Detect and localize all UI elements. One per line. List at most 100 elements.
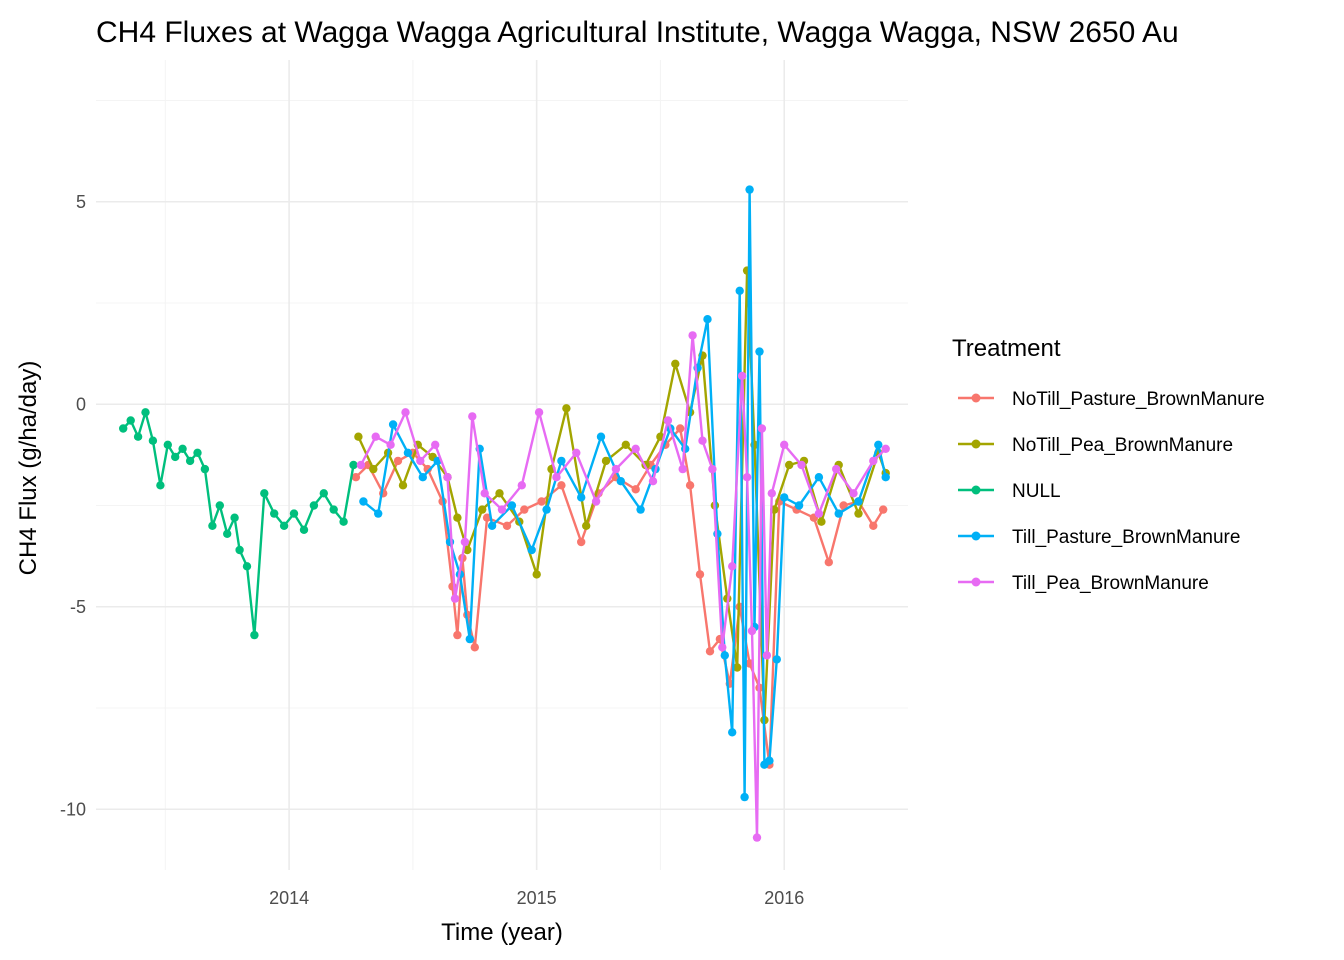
data-point	[319, 489, 328, 498]
data-point	[450, 594, 460, 603]
data-point	[465, 634, 474, 644]
data-point	[403, 448, 413, 457]
data-point	[393, 456, 403, 466]
data-point	[431, 440, 440, 449]
data-point	[527, 545, 536, 555]
data-point	[480, 489, 489, 498]
data-point	[215, 501, 224, 510]
legend-item: NoTill_Pea_BrownManure	[958, 435, 1233, 456]
data-point	[133, 432, 143, 441]
legend: Treatment NoTill_Pasture_BrownManureNoTi…	[952, 335, 1265, 594]
data-point	[695, 570, 705, 579]
data-point	[636, 505, 645, 514]
data-point	[616, 477, 625, 486]
data-point	[329, 505, 338, 514]
data-point	[453, 630, 462, 640]
data-point	[742, 473, 752, 482]
data-point	[542, 505, 551, 514]
y-tick-label: -5	[70, 597, 86, 617]
data-point	[648, 477, 658, 486]
data-point	[507, 501, 517, 510]
data-point	[663, 416, 673, 425]
legend-label: Till_Pea_BrownManure	[1012, 573, 1209, 594]
data-point	[794, 501, 804, 510]
data-point	[299, 525, 309, 534]
data-point	[874, 440, 883, 449]
data-point	[839, 501, 848, 510]
series-line	[122, 411, 355, 637]
data-point	[824, 558, 833, 567]
data-point	[631, 444, 640, 453]
data-point	[757, 424, 767, 433]
series-line	[359, 334, 887, 839]
data-point	[737, 371, 747, 381]
legend-title: Treatment	[952, 335, 1061, 362]
data-point	[832, 464, 841, 474]
data-point	[468, 412, 477, 421]
data-point	[250, 630, 259, 640]
data-point	[752, 833, 762, 842]
data-point	[676, 424, 685, 433]
data-point	[520, 505, 529, 514]
data-point	[688, 331, 697, 340]
data-point	[398, 481, 408, 490]
data-point	[767, 489, 776, 498]
data-point	[453, 513, 462, 522]
data-point	[720, 651, 729, 660]
data-point	[698, 436, 707, 445]
data-point	[401, 408, 410, 417]
legend-label: Till_Pasture_BrownManure	[1012, 527, 1240, 548]
x-axis-ticks: 2014 2015 2016	[269, 888, 804, 908]
data-point	[349, 460, 358, 470]
data-point	[119, 424, 128, 433]
data-point	[755, 347, 764, 356]
data-point	[470, 643, 479, 652]
data-point	[339, 517, 348, 526]
legend-item: NULL	[958, 481, 1061, 502]
data-point	[577, 493, 586, 502]
data-point	[557, 456, 566, 466]
data-point	[200, 464, 210, 474]
data-point	[780, 493, 789, 502]
data-point	[740, 792, 749, 802]
data-point	[705, 647, 715, 656]
data-point	[371, 432, 380, 441]
data-point	[478, 505, 487, 514]
data-point	[289, 509, 299, 518]
data-point	[369, 464, 378, 474]
series-NULL	[119, 408, 358, 640]
data-point	[869, 521, 878, 530]
legend-items: NoTill_Pasture_BrownManure NoTill_Pea_Bro…	[958, 389, 1265, 594]
data-point	[185, 456, 195, 466]
chart-title: CH4 Fluxes at Wagga Wagga Agricultural I…	[96, 16, 1179, 49]
legend-key-point	[971, 485, 981, 495]
data-point	[582, 521, 591, 530]
x-tick-label: 2016	[764, 888, 804, 908]
y-tick-label: 0	[76, 394, 86, 414]
data-point	[572, 448, 581, 457]
legend-item: Till_Pasture_BrownManure	[958, 527, 1240, 548]
data-point	[260, 489, 269, 498]
data-point	[223, 529, 232, 538]
data-point	[785, 460, 794, 470]
data-point	[577, 537, 586, 547]
y-axis-title: CH4 Flux (g/ha/day)	[15, 361, 42, 576]
data-point	[356, 460, 366, 470]
data-point	[495, 489, 504, 498]
legend-item: NoTill_Pasture_BrownManure	[958, 389, 1265, 410]
data-point	[772, 655, 781, 664]
data-point	[713, 529, 722, 538]
data-point	[869, 456, 878, 466]
legend-label: NoTill_Pasture_BrownManure	[1012, 389, 1265, 410]
data-point	[386, 440, 395, 449]
data-point	[416, 456, 425, 466]
legend-key-point	[971, 577, 981, 587]
series-NoTill_Pea_BrownManure	[354, 266, 890, 725]
data-point	[208, 521, 217, 530]
data-point	[621, 440, 630, 449]
data-point	[309, 501, 319, 510]
data-point	[685, 481, 695, 490]
x-tick-label: 2014	[269, 888, 309, 908]
legend-key-point	[971, 439, 981, 449]
